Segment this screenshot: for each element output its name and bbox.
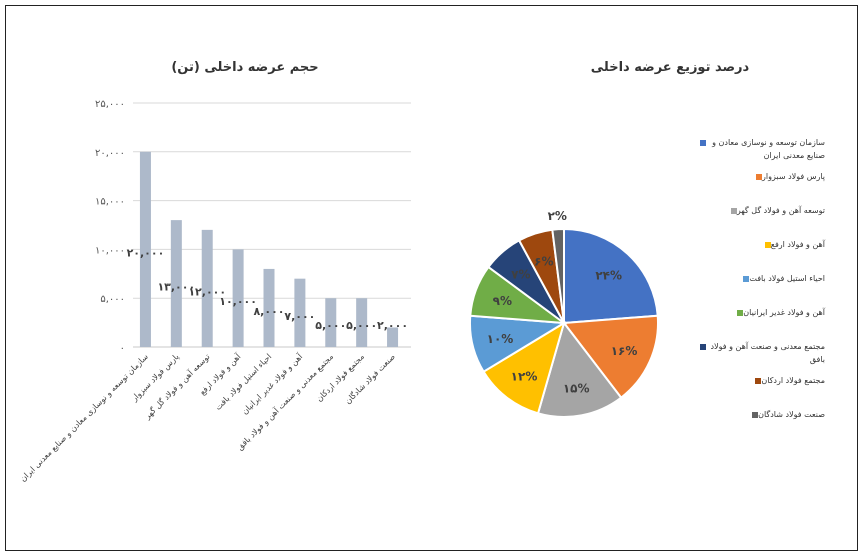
- legend-label: صنعت فولاد شادگان: [758, 410, 825, 419]
- bar: [263, 268, 275, 347]
- legend-item: مجتمع معدنی و صنعت آهن و فولاد بافق: [695, 340, 825, 374]
- bar-data-label: ۱۲,۰۰۰: [188, 285, 226, 298]
- y-tick-label: ۲۵,۰۰۰: [95, 99, 125, 110]
- bar: [387, 327, 399, 347]
- legend-item: پارس فولاد سبزوار: [695, 170, 825, 204]
- legend-swatch: [730, 208, 737, 214]
- legend-item: احیاء استیل فولاد بافت: [695, 272, 825, 306]
- legend-label: سازمان توسعه و نوسازی معادن و صنایع معدن…: [712, 138, 825, 160]
- legend-item: توسعه آهن و فولاد گل گهر: [695, 204, 825, 238]
- legend-swatch: [755, 378, 762, 384]
- bar-data-label: ۵,۰۰۰: [346, 319, 377, 332]
- legend-label: مجتمع معدنی و صنعت آهن و فولاد بافق: [710, 342, 825, 364]
- legend-swatch: [756, 174, 763, 180]
- y-tick-label: ۲۰,۰۰۰: [95, 148, 125, 159]
- pie-legend: سازمان توسعه و نوسازی معادن و صنایع معدن…: [695, 136, 825, 442]
- x-tick-label: آهن و فولاد غدیر ایرانیان: [239, 351, 304, 416]
- bar-data-label: ۲,۰۰۰: [377, 319, 408, 332]
- y-tick-label: ۰: [120, 343, 125, 354]
- bar: [170, 220, 182, 347]
- x-tick-label: احیاء استیل فولاد بافت: [214, 352, 274, 412]
- bar-data-label: ۷,۰۰۰: [284, 310, 315, 323]
- legend-label: آهن و فولاد ارفع: [770, 240, 825, 249]
- bar: [232, 249, 244, 347]
- bar-data-label: ۲۰,۰۰۰: [127, 246, 165, 259]
- legend-item: آهن و فولاد ارفع: [695, 238, 825, 272]
- legend-label: آهن و فولاد غدیر ایرانیان: [743, 308, 825, 317]
- legend-swatch: [764, 242, 771, 248]
- legend-label: احیاء استیل فولاد بافت: [749, 274, 825, 283]
- legend-item: آهن و فولاد غدیر ایرانیان: [695, 306, 825, 340]
- legend-item: صنعت فولاد شادگان: [695, 408, 825, 442]
- bar-data-label: ۸,۰۰۰: [253, 305, 284, 318]
- bar: [139, 151, 151, 347]
- pie-chart-title: درصد توزیع عرضه داخلی: [590, 60, 750, 75]
- y-tick-label: ۵,۰۰۰: [100, 294, 125, 305]
- x-tick-label: سازمان توسعه و نوسازی معادن و صنایع معدن…: [18, 352, 150, 484]
- bar: [294, 278, 306, 347]
- bar: [325, 298, 337, 347]
- legend-label: مجتمع فولاد اردکان: [761, 376, 825, 385]
- bar-data-label: ۵,۰۰۰: [315, 319, 346, 332]
- legend-swatch: [700, 344, 706, 350]
- y-tick-label: ۱۵,۰۰۰: [95, 197, 125, 208]
- legend-item: مجتمع فولاد اردکان: [695, 374, 825, 408]
- bar: [201, 229, 213, 347]
- y-tick-label: ۱۰,۰۰۰: [95, 245, 125, 256]
- bar-data-label: ۱۰,۰۰۰: [219, 295, 257, 308]
- legend-label: توسعه آهن و فولاد گل گهر: [736, 206, 825, 215]
- legend-swatch: [743, 276, 750, 282]
- legend-item: سازمان توسعه و نوسازی معادن و صنایع معدن…: [695, 136, 825, 170]
- legend-swatch: [737, 310, 744, 316]
- bar-data-label: ۱۳,۰۰۰: [157, 281, 195, 294]
- legend-swatch: [700, 140, 706, 146]
- x-tick-label: صنعت فولاد شادگان: [343, 351, 398, 406]
- legend-swatch: [752, 412, 759, 418]
- legend-label: پارس فولاد سبزوار: [762, 172, 825, 181]
- bar-chart-title: حجم عرضه داخلی (تن): [171, 60, 319, 75]
- bar: [356, 298, 368, 347]
